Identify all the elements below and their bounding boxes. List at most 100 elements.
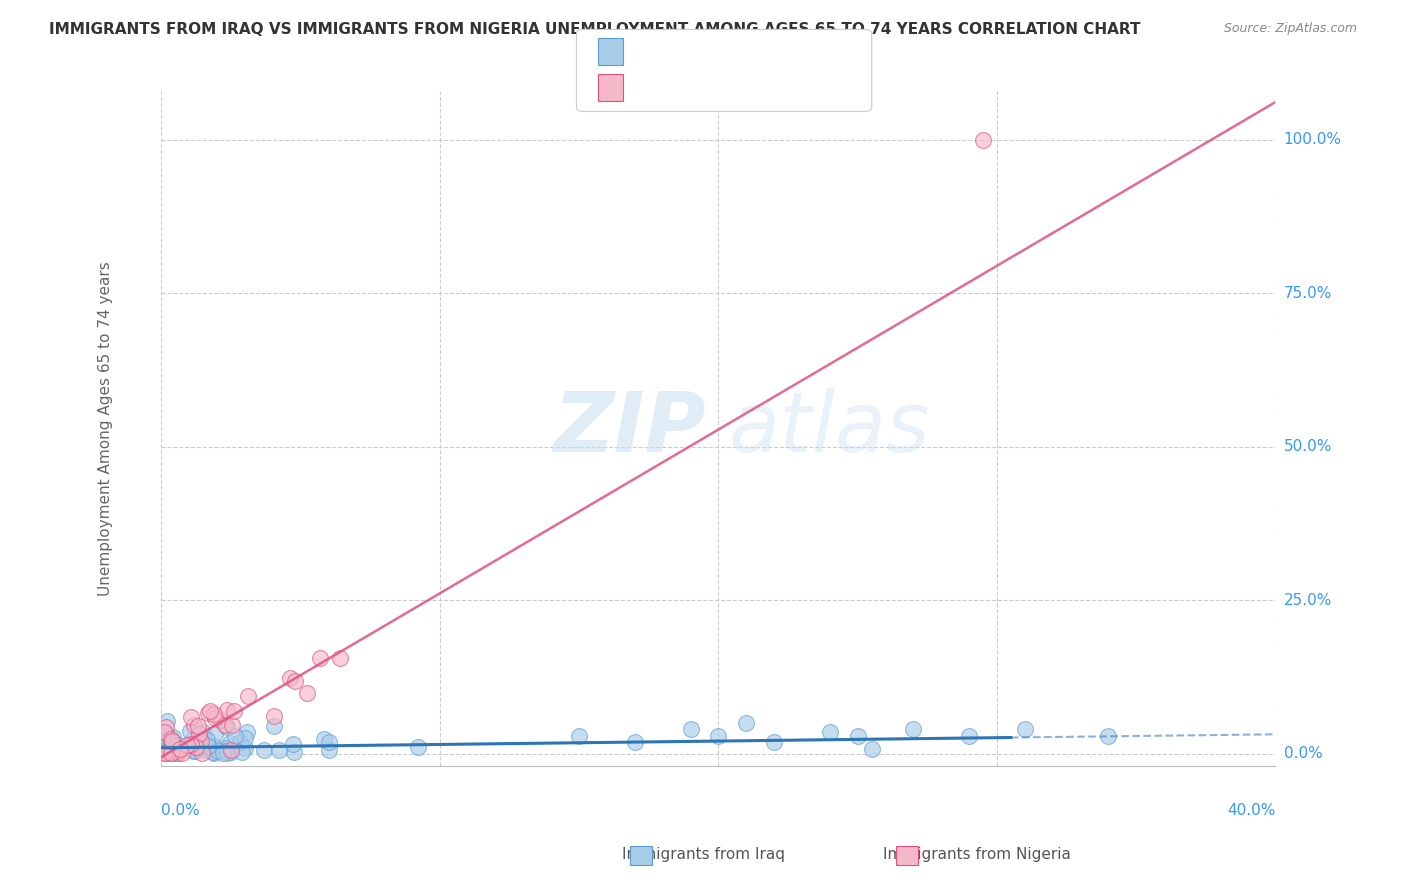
Text: 0.928: 0.928 — [673, 80, 725, 98]
Point — [167, 738, 190, 752]
Text: 40: 40 — [772, 80, 794, 98]
Point — [204, 746, 226, 760]
Text: Immigrants from Nigeria: Immigrants from Nigeria — [883, 847, 1071, 862]
Point — [278, 671, 301, 685]
Point — [195, 742, 218, 756]
Text: R =: R = — [634, 80, 671, 98]
Point — [188, 740, 211, 755]
Point — [214, 744, 236, 758]
Point — [219, 736, 242, 750]
Text: 0.0%: 0.0% — [1284, 747, 1323, 762]
Point — [187, 733, 209, 747]
Text: Source: ZipAtlas.com: Source: ZipAtlas.com — [1223, 22, 1357, 36]
Point — [224, 704, 246, 718]
Point — [284, 673, 307, 688]
Point — [184, 743, 207, 757]
Point — [231, 745, 253, 759]
Point — [253, 743, 276, 757]
Point — [1097, 729, 1119, 743]
Point — [957, 729, 980, 743]
Point — [318, 743, 340, 757]
Point — [153, 747, 176, 761]
Point — [204, 727, 226, 741]
Point — [200, 704, 222, 718]
Point — [233, 740, 256, 755]
Point — [860, 742, 883, 756]
Point — [229, 735, 252, 749]
Point — [295, 685, 318, 699]
Point — [707, 729, 730, 743]
Text: 0.160: 0.160 — [673, 44, 725, 62]
Point — [202, 706, 225, 721]
Point — [160, 734, 183, 748]
Text: 40.0%: 40.0% — [1227, 804, 1275, 818]
Point — [181, 738, 204, 752]
Text: N =: N = — [730, 80, 778, 98]
Point — [190, 734, 212, 748]
Point — [763, 734, 786, 748]
Point — [187, 726, 209, 740]
Point — [679, 723, 702, 737]
Point — [153, 737, 176, 751]
Point — [207, 744, 229, 758]
Point — [172, 747, 194, 761]
Point — [215, 740, 238, 755]
Point — [267, 743, 290, 757]
Point — [155, 720, 177, 734]
Point — [193, 724, 215, 739]
Point — [160, 746, 183, 760]
Text: 100.0%: 100.0% — [1284, 132, 1341, 147]
Point — [209, 713, 232, 727]
Text: 25.0%: 25.0% — [1284, 593, 1331, 608]
Text: Unemployment Among Ages 65 to 74 years: Unemployment Among Ages 65 to 74 years — [98, 261, 112, 596]
Point — [219, 745, 242, 759]
Point — [818, 725, 841, 739]
Point — [903, 723, 925, 737]
Point — [162, 730, 184, 744]
Point — [160, 742, 183, 756]
Point — [169, 740, 191, 755]
Text: IMMIGRANTS FROM IRAQ VS IMMIGRANTS FROM NIGERIA UNEMPLOYMENT AMONG AGES 65 TO 74: IMMIGRANTS FROM IRAQ VS IMMIGRANTS FROM … — [49, 22, 1140, 37]
Point — [153, 739, 176, 753]
Point — [160, 731, 183, 746]
Text: R =: R = — [634, 44, 671, 62]
Point — [308, 651, 330, 665]
Point — [204, 739, 226, 754]
Point — [186, 740, 208, 755]
Point — [181, 744, 204, 758]
Point — [176, 738, 198, 752]
Point — [156, 714, 179, 728]
Text: Immigrants from Iraq: Immigrants from Iraq — [621, 847, 785, 862]
Point — [195, 733, 218, 747]
Point — [159, 736, 181, 750]
Point — [197, 706, 219, 720]
Point — [204, 710, 226, 724]
Point — [236, 724, 259, 739]
Point — [197, 739, 219, 753]
Point — [153, 725, 176, 739]
Point — [314, 732, 336, 747]
Text: N =: N = — [730, 44, 778, 62]
Text: 75.0%: 75.0% — [1284, 286, 1331, 301]
Text: atlas: atlas — [728, 388, 931, 469]
Point — [263, 719, 285, 733]
Point — [219, 743, 242, 757]
Point — [190, 747, 212, 761]
Point — [163, 747, 186, 761]
Point — [183, 718, 205, 732]
Point — [215, 720, 238, 734]
Point — [153, 729, 176, 743]
Point — [236, 689, 259, 703]
Point — [233, 731, 256, 745]
Point — [318, 735, 340, 749]
Point — [167, 744, 190, 758]
Point — [201, 745, 224, 759]
Point — [181, 732, 204, 747]
Point — [214, 718, 236, 732]
Point — [224, 729, 246, 743]
Text: 0.0%: 0.0% — [162, 804, 200, 818]
Point — [165, 745, 187, 759]
Point — [283, 737, 305, 751]
Point — [180, 737, 202, 751]
Point — [221, 718, 243, 732]
